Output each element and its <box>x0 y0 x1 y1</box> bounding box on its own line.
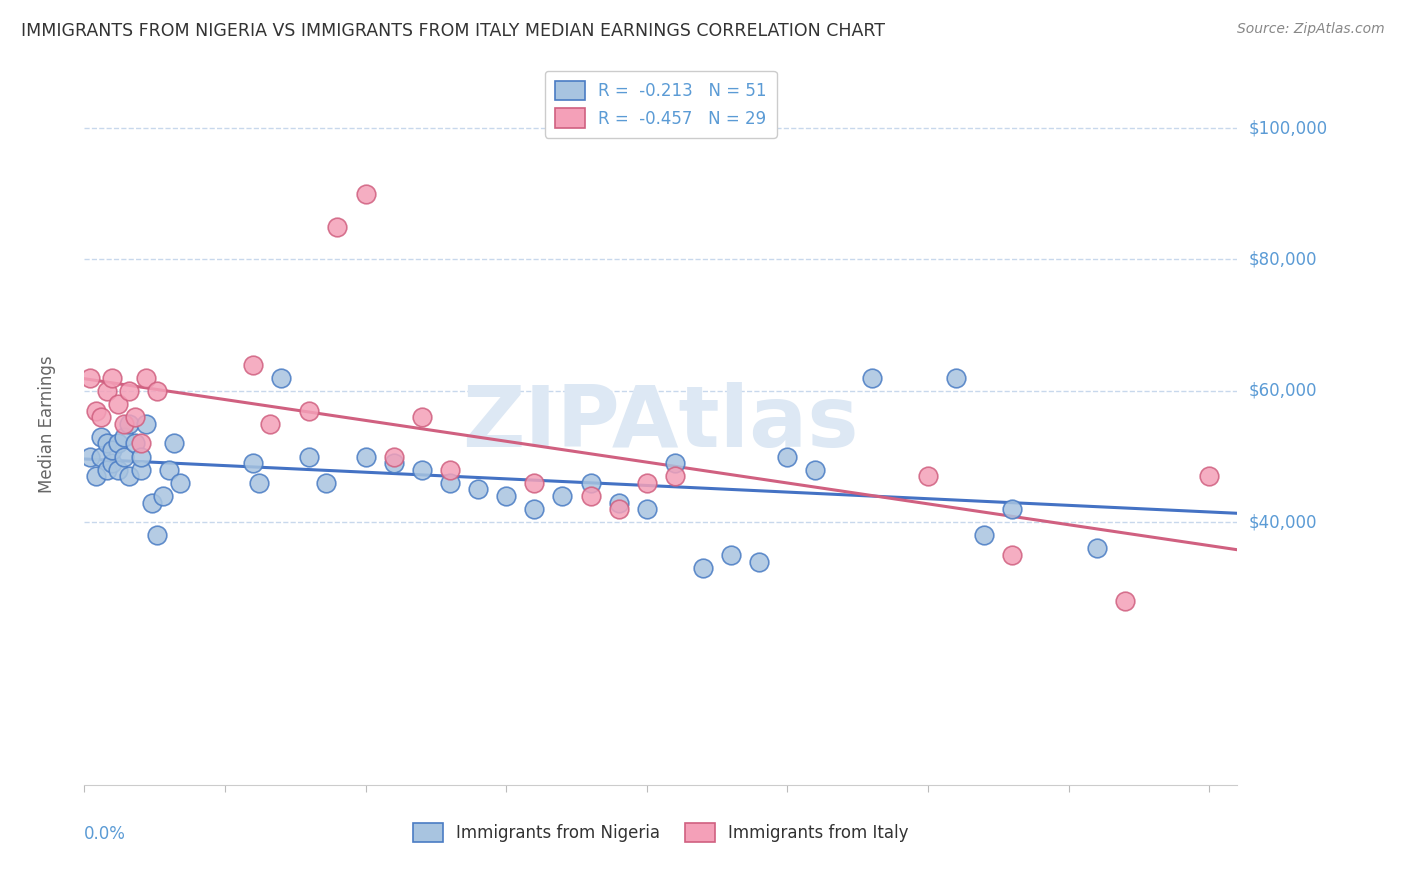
Point <box>242 456 264 470</box>
Point <box>118 417 141 431</box>
Point <box>270 370 292 384</box>
Point <box>411 463 433 477</box>
Point <box>776 450 799 464</box>
Point <box>664 469 686 483</box>
Point <box>96 436 118 450</box>
Point <box>112 417 135 431</box>
Point <box>96 463 118 477</box>
Point <box>1001 502 1024 516</box>
Point <box>107 463 129 477</box>
Point <box>607 502 630 516</box>
Point <box>579 475 602 490</box>
Point <box>107 397 129 411</box>
Point <box>664 456 686 470</box>
Point <box>146 384 169 398</box>
Text: $80,000: $80,000 <box>1249 251 1317 268</box>
Point <box>917 469 939 483</box>
Point <box>101 456 124 470</box>
Point <box>636 502 658 516</box>
Point <box>124 436 146 450</box>
Point <box>551 489 574 503</box>
Point <box>692 561 714 575</box>
Point <box>315 475 337 490</box>
Point <box>326 219 349 234</box>
Point <box>90 450 112 464</box>
Point <box>146 528 169 542</box>
Text: ZIPAtlas: ZIPAtlas <box>463 382 859 466</box>
Point <box>259 417 281 431</box>
Point <box>96 384 118 398</box>
Point <box>804 463 827 477</box>
Point <box>157 463 180 477</box>
Point <box>382 456 405 470</box>
Point <box>860 370 883 384</box>
Point <box>1114 594 1136 608</box>
Point <box>90 430 112 444</box>
Point <box>163 436 186 450</box>
Point <box>1085 541 1108 556</box>
Point <box>129 450 152 464</box>
Point <box>141 495 163 509</box>
Point <box>354 450 377 464</box>
Point <box>298 450 321 464</box>
Point <box>135 417 157 431</box>
Point <box>467 483 489 497</box>
Point <box>636 475 658 490</box>
Point <box>247 475 270 490</box>
Point <box>101 370 124 384</box>
Text: $40,000: $40,000 <box>1249 513 1317 532</box>
Point <box>169 475 191 490</box>
Point <box>129 463 152 477</box>
Point <box>79 370 101 384</box>
Point <box>607 495 630 509</box>
Text: $60,000: $60,000 <box>1249 382 1317 400</box>
Point <box>84 469 107 483</box>
Point <box>118 469 141 483</box>
Point <box>523 475 546 490</box>
Text: IMMIGRANTS FROM NIGERIA VS IMMIGRANTS FROM ITALY MEDIAN EARNINGS CORRELATION CHA: IMMIGRANTS FROM NIGERIA VS IMMIGRANTS FR… <box>21 22 886 40</box>
Point <box>101 442 124 457</box>
Point <box>523 502 546 516</box>
Text: Median Earnings: Median Earnings <box>38 355 56 492</box>
Point <box>298 403 321 417</box>
Point <box>135 370 157 384</box>
Point <box>579 489 602 503</box>
Text: Source: ZipAtlas.com: Source: ZipAtlas.com <box>1237 22 1385 37</box>
Point <box>439 475 461 490</box>
Point <box>354 186 377 201</box>
Point <box>945 370 967 384</box>
Point <box>107 436 129 450</box>
Point <box>152 489 174 503</box>
Text: 0.0%: 0.0% <box>84 825 127 843</box>
Point <box>1198 469 1220 483</box>
Text: $100,000: $100,000 <box>1249 120 1327 137</box>
Point <box>112 430 135 444</box>
Point <box>495 489 517 503</box>
Point <box>79 450 101 464</box>
Point <box>90 410 112 425</box>
Point <box>129 436 152 450</box>
Legend: Immigrants from Nigeria, Immigrants from Italy: Immigrants from Nigeria, Immigrants from… <box>406 816 915 849</box>
Point <box>973 528 995 542</box>
Point <box>720 548 742 562</box>
Point <box>439 463 461 477</box>
Point <box>411 410 433 425</box>
Point <box>242 358 264 372</box>
Point <box>1001 548 1024 562</box>
Point <box>112 450 135 464</box>
Point <box>118 384 141 398</box>
Point <box>748 555 770 569</box>
Point <box>382 450 405 464</box>
Point <box>84 403 107 417</box>
Point <box>124 410 146 425</box>
